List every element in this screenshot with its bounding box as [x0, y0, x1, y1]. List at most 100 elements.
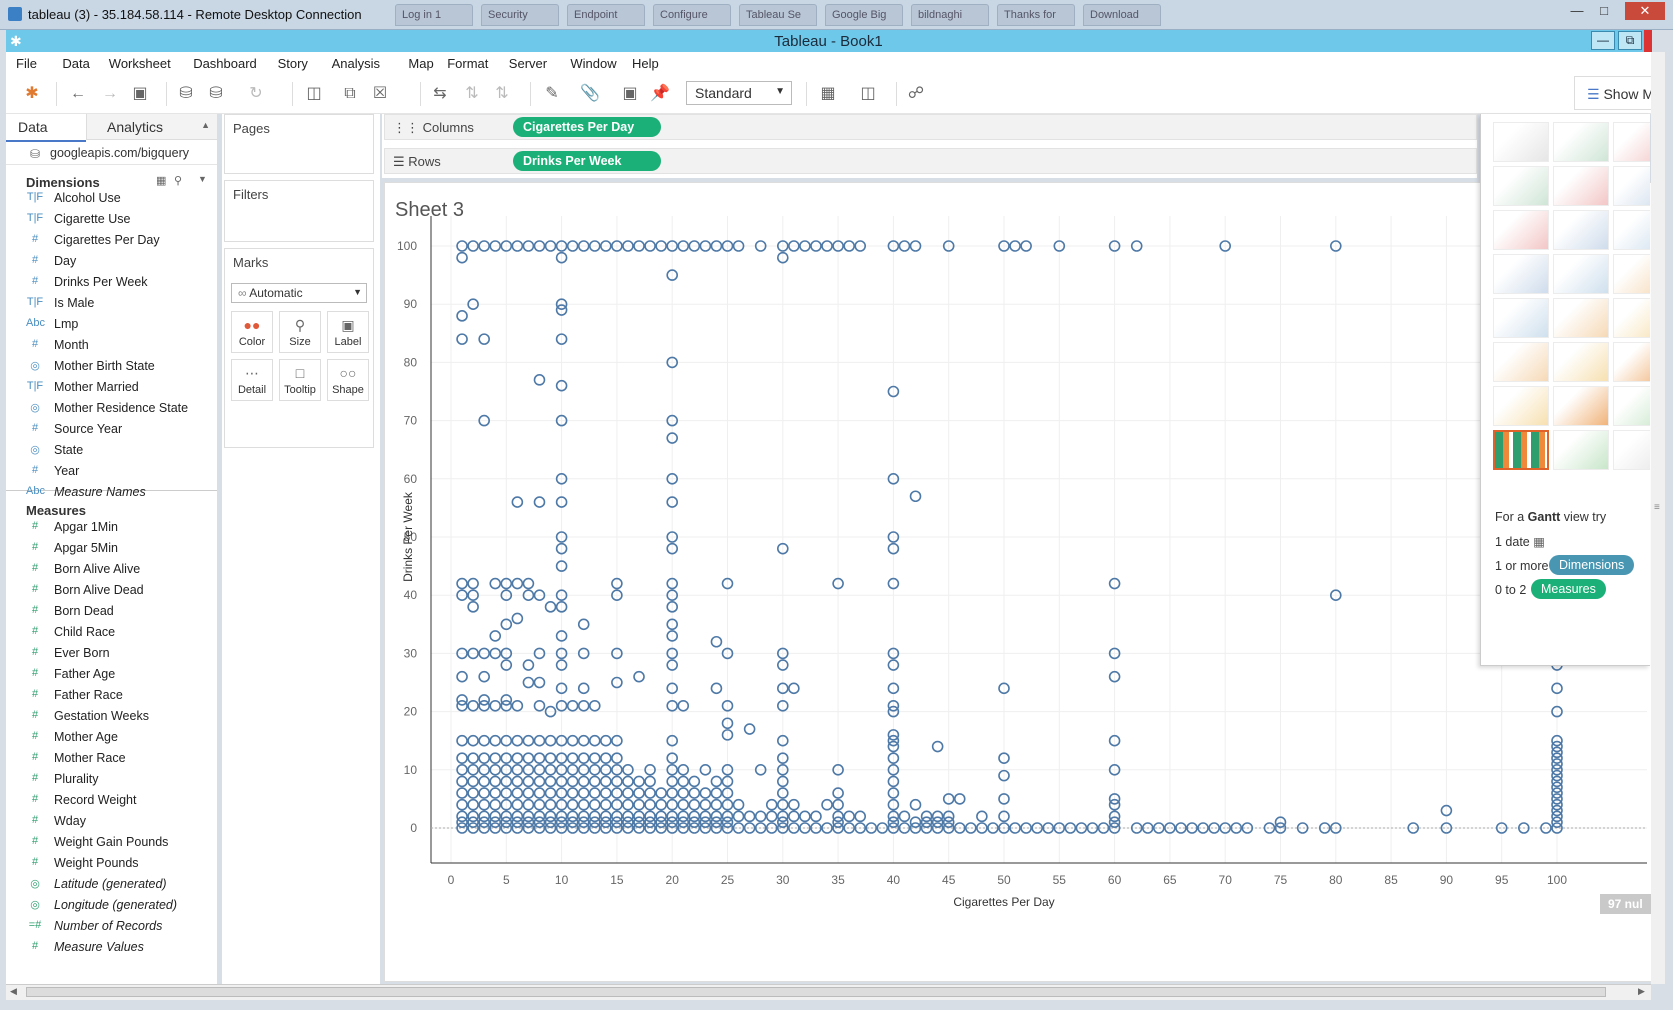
undo-icon[interactable]: ← [70, 85, 86, 102]
columns-pill[interactable]: Cigarettes Per Day [513, 117, 661, 137]
chevron-down-icon[interactable]: ▼ [198, 174, 207, 184]
size-button[interactable]: ⚲ Size [279, 311, 321, 353]
chart-type-thumbnail[interactable] [1553, 254, 1609, 294]
chart-type-thumbnail[interactable] [1493, 342, 1549, 382]
field-item[interactable]: # Born Alive Alive [6, 559, 216, 579]
new-data-source-icon[interactable]: ⛁ [179, 85, 193, 102]
columns-shelf[interactable]: ⋮⋮ Columns Cigarettes Per Day [384, 114, 1477, 140]
highlight-icon[interactable]: ✎ [545, 85, 559, 102]
view-toggle-icon[interactable]: ▦ [156, 175, 167, 187]
field-item[interactable]: # Plurality [6, 769, 216, 789]
field-item[interactable]: # Record Weight [6, 790, 216, 810]
rows-shelf[interactable]: ☰ Rows Drinks Per Week [384, 148, 1477, 174]
chart-type-thumbnail[interactable] [1493, 386, 1549, 426]
fit-dropdown[interactable]: Standard ▼ [686, 81, 792, 105]
show-me-button[interactable]: ☰ Show Me [1574, 76, 1654, 110]
group-members-icon[interactable]: 📎 [580, 85, 600, 102]
fix-axes-icon[interactable]: 📌 [650, 85, 670, 102]
tooltip-button[interactable]: □ Tooltip [279, 359, 321, 401]
app-minimize-button[interactable]: — [1591, 31, 1615, 50]
field-item[interactable]: T|F Mother Married [6, 377, 216, 397]
field-item[interactable]: ◎ Mother Birth State [6, 356, 216, 376]
field-item[interactable]: =# Number of Records [6, 916, 216, 936]
chart-type-thumbnail[interactable] [1493, 122, 1549, 162]
browser-tab[interactable]: Configure [653, 4, 731, 26]
browser-tab[interactable]: Endpoint [567, 4, 645, 26]
field-item[interactable]: # Born Alive Dead [6, 580, 216, 600]
chart-type-thumbnail[interactable] [1493, 430, 1549, 470]
chart-type-thumbnail[interactable] [1553, 430, 1609, 470]
chart-type-thumbnail[interactable] [1553, 122, 1609, 162]
field-item[interactable]: # Weight Gain Pounds [6, 832, 216, 852]
chart-type-thumbnail[interactable] [1613, 386, 1650, 426]
field-item[interactable]: # Gestation Weeks [6, 706, 216, 726]
chart-type-thumbnail[interactable] [1553, 166, 1609, 206]
show-mark-labels-icon[interactable]: ▣ [622, 85, 638, 102]
menu-analysis[interactable]: Analysis [331, 56, 381, 71]
field-item[interactable]: # Born Dead [6, 601, 216, 621]
chart-type-thumbnail[interactable] [1553, 342, 1609, 382]
field-item[interactable]: # Drinks Per Week [6, 272, 216, 292]
field-item[interactable]: # Month [6, 335, 216, 355]
chart-type-thumbnail[interactable] [1493, 254, 1549, 294]
chart-type-thumbnail[interactable] [1553, 298, 1609, 338]
menu-server[interactable]: Server [508, 56, 548, 71]
show-cards-icon[interactable]: ▦ [820, 85, 836, 102]
browser-tab[interactable]: Tableau Se [739, 4, 817, 26]
browser-tab[interactable]: Google Big [825, 4, 903, 26]
field-item[interactable]: # Wday [6, 811, 216, 831]
field-item[interactable]: ◎ Mother Residence State [6, 398, 216, 418]
sort-descending-icon[interactable]: ⇅ [495, 85, 509, 102]
data-source-name[interactable]: googleapis.com/bigquery [50, 146, 189, 160]
field-item[interactable]: ◎ Longitude (generated) [6, 895, 216, 915]
chart-type-thumbnail[interactable] [1493, 298, 1549, 338]
field-item[interactable]: ◎ State [6, 440, 216, 460]
vertical-scrollbar[interactable]: ≡ [1651, 52, 1665, 984]
sheet-title[interactable]: Sheet 3 [395, 199, 464, 221]
label-button[interactable]: ▣ Label [327, 311, 369, 353]
browser-tab[interactable]: bildnaghi [911, 4, 989, 26]
redo-icon[interactable]: → [102, 85, 118, 102]
menu-map[interactable]: Map [408, 56, 434, 71]
browser-tab[interactable]: Log in 1 [395, 4, 473, 26]
browser-tab[interactable]: Download [1083, 4, 1161, 26]
menu-worksheet[interactable]: Worksheet [108, 56, 171, 71]
chart-type-thumbnail[interactable] [1493, 166, 1549, 206]
field-item[interactable]: # Apgar 5Min [6, 538, 216, 558]
share-icon[interactable]: ☍ [907, 85, 925, 102]
field-item[interactable]: # Day [6, 251, 216, 271]
menu-help[interactable]: Help [632, 56, 659, 71]
field-item[interactable]: # Mother Race [6, 748, 216, 768]
field-item[interactable]: ◎ Latitude (generated) [6, 874, 216, 894]
filters-card[interactable]: Filters [224, 180, 374, 242]
shape-button[interactable]: ○○ Shape [327, 359, 369, 401]
menu-window[interactable]: Window [570, 56, 617, 71]
detail-button[interactable]: ⋯ Detail [231, 359, 273, 401]
pages-card[interactable]: Pages [224, 114, 374, 174]
duplicate-sheet-icon[interactable]: ⧉ [344, 85, 356, 102]
sort-ascending-icon[interactable]: ⇅ [465, 85, 479, 102]
tab-analytics[interactable]: Analytics ▲ [86, 114, 217, 140]
field-item[interactable]: # Ever Born [6, 643, 216, 663]
field-item[interactable]: T|F Alcohol Use [6, 188, 216, 208]
menu-format[interactable]: Format [447, 56, 489, 71]
chart-type-thumbnail[interactable] [1613, 342, 1650, 382]
field-item[interactable]: # Child Race [6, 622, 216, 642]
clear-sheet-icon[interactable]: ☒ [372, 85, 388, 102]
menu-dashboard[interactable]: Dashboard [193, 56, 257, 71]
chart-type-thumbnail[interactable] [1493, 210, 1549, 250]
new-worksheet-icon[interactable]: ◫ [306, 85, 322, 102]
search-icon[interactable]: ⚲ [174, 175, 183, 187]
swap-rows-columns-icon[interactable]: ⇆ [433, 85, 447, 102]
app-restore-button[interactable]: ⧉ [1618, 31, 1642, 50]
field-item[interactable]: # Weight Pounds [6, 853, 216, 873]
field-item[interactable]: # Father Race [6, 685, 216, 705]
rdp-minimize-button[interactable]: — [1570, 3, 1584, 18]
chart-type-thumbnail[interactable] [1613, 122, 1650, 162]
pause-updates-icon[interactable]: ⛁ [209, 85, 223, 102]
refresh-icon[interactable]: ↻ [249, 85, 263, 102]
presentation-mode-icon[interactable]: ◫ [860, 85, 876, 102]
browser-tab[interactable]: Security [481, 4, 559, 26]
save-icon[interactable]: ▣ [132, 85, 148, 102]
color-button[interactable]: ●● Color [231, 311, 273, 353]
